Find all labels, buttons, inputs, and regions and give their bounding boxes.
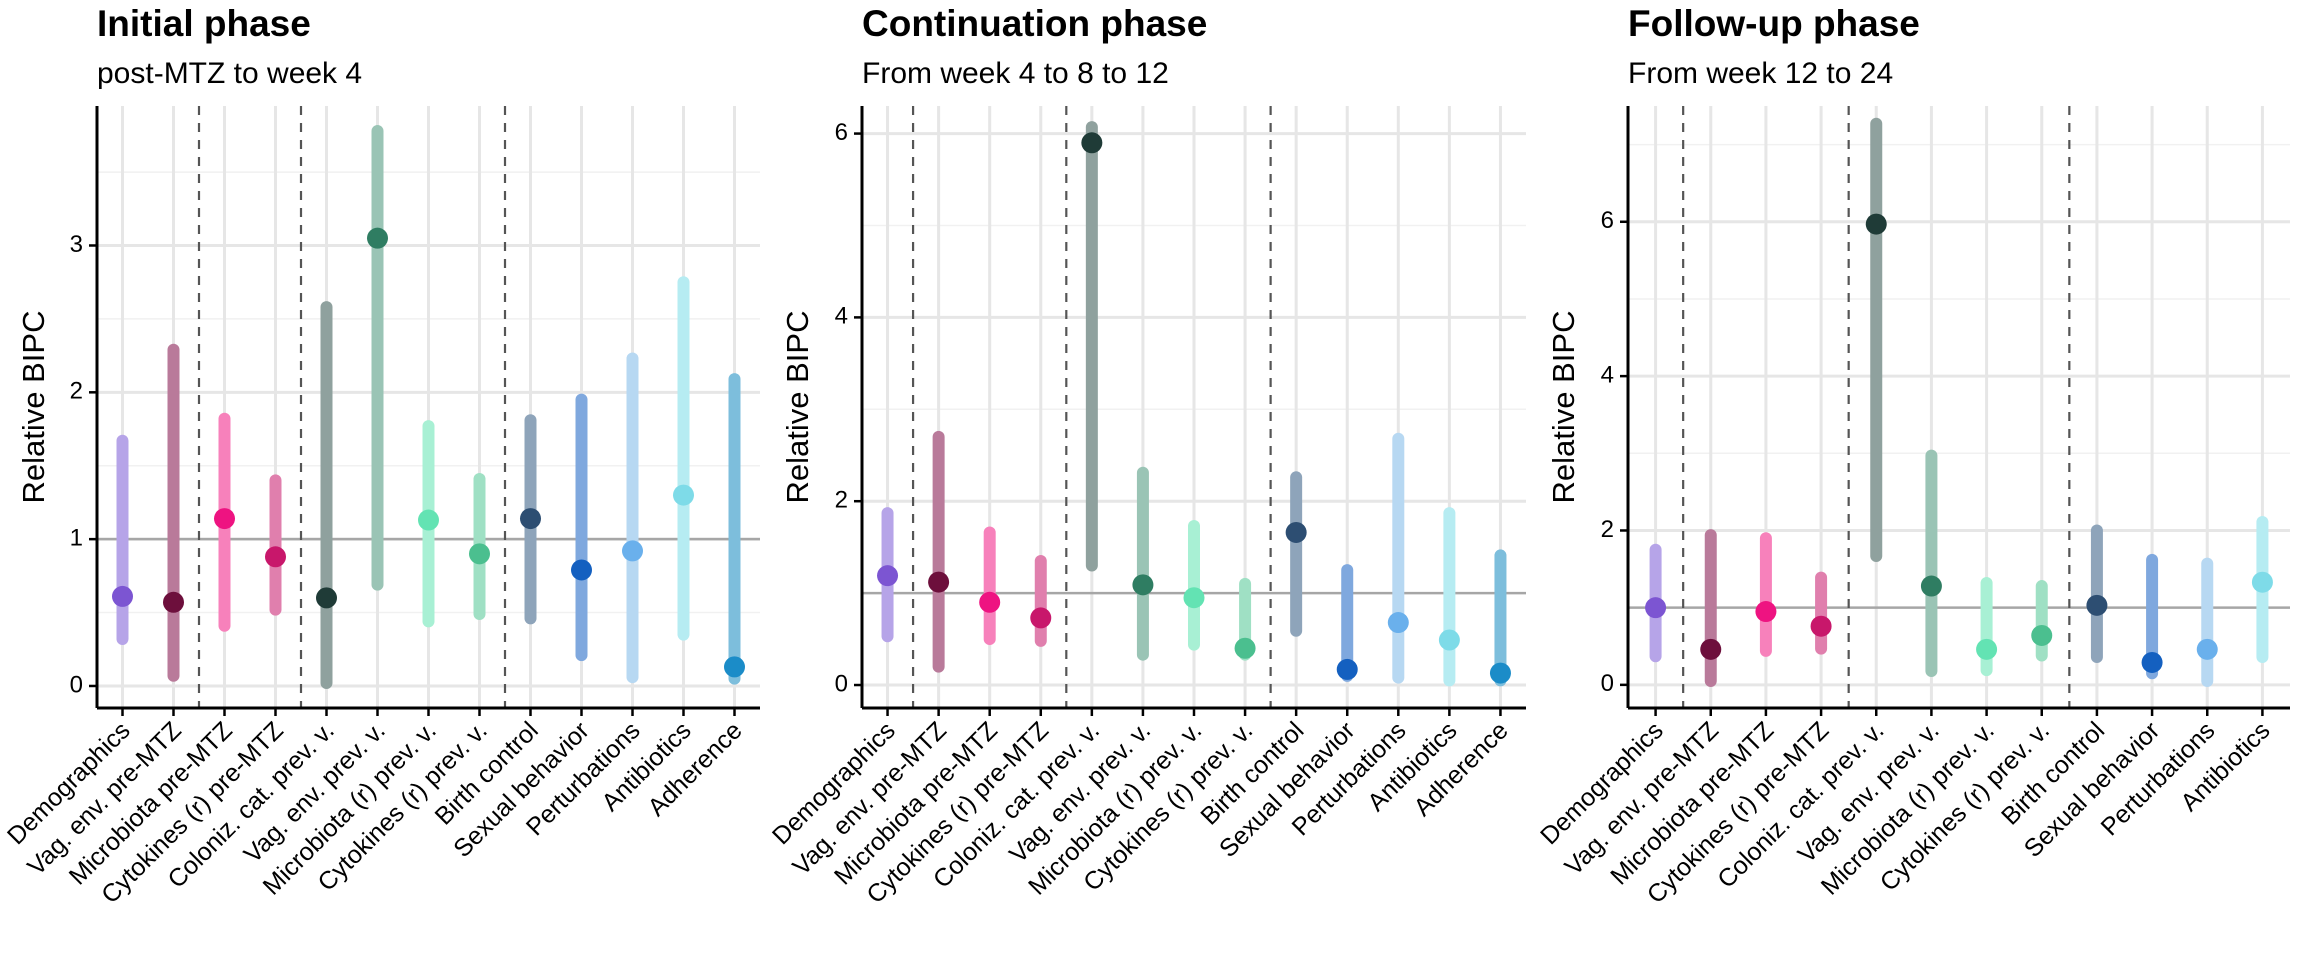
panel-title: Continuation phase <box>862 3 1207 44</box>
y-tick-label: 3 <box>70 231 83 258</box>
point-birth-control <box>520 508 541 530</box>
panel-title: Follow-up phase <box>1628 3 1920 44</box>
point-perturbations <box>2196 638 2218 660</box>
y-tick-label: 6 <box>835 119 848 146</box>
point-perturbations <box>622 540 643 562</box>
point-vag-env-pre-mtz <box>928 571 950 593</box>
point-microbiota-r-prev-v <box>418 509 439 531</box>
point-coloniz-cat-prev-v <box>1865 213 1887 235</box>
y-tick-label: 0 <box>70 671 83 698</box>
y-tick-label: 4 <box>1601 361 1614 388</box>
y-tick-label: 2 <box>70 378 83 405</box>
point-sexual-behavior <box>2141 651 2163 673</box>
point-vag-env-pre-mtz <box>163 591 184 613</box>
panel-title: Initial phase <box>97 3 311 44</box>
y-tick-label: 4 <box>835 303 848 330</box>
y-axis-label: Relative BIPC <box>780 311 815 504</box>
point-microbiota-pre-mtz <box>214 508 235 530</box>
panel-subtitle: post-MTZ to week 4 <box>97 57 362 90</box>
point-sexual-behavior <box>1336 658 1358 680</box>
point-birth-control <box>2086 594 2108 616</box>
point-coloniz-cat-prev-v <box>316 587 337 609</box>
point-cytokines-r-prev-v <box>469 543 490 565</box>
point-vag-env-prev-v <box>367 227 388 249</box>
point-antibiotics <box>1438 629 1460 651</box>
y-axis-label: Relative BIPC <box>16 311 51 504</box>
point-microbiota-pre-mtz <box>1755 601 1777 623</box>
point-adherence <box>1489 662 1511 684</box>
point-birth-control <box>1285 521 1307 543</box>
point-demographics <box>1645 597 1667 619</box>
point-perturbations <box>1387 612 1409 634</box>
point-demographics <box>877 565 899 587</box>
point-vag-env-prev-v <box>1132 574 1154 596</box>
y-axis-label: Relative BIPC <box>1546 311 1581 504</box>
point-antibiotics <box>673 484 694 506</box>
gridlines <box>1628 106 2290 708</box>
panel-1: Initial phase post-MTZ to week 4 Relative … <box>2 3 760 909</box>
panel-3: Follow-up phase From week 12 to 24 Relativ… <box>1535 3 2290 909</box>
point-vag-env-pre-mtz <box>1700 638 1722 660</box>
point-sexual-behavior <box>571 559 592 581</box>
y-tick-label: 0 <box>835 670 848 697</box>
panel-subtitle: From week 4 to 8 to 12 <box>862 57 1169 90</box>
point-microbiota-r-prev-v <box>1183 587 1205 609</box>
point-cytokines-r-pre-mtz <box>1810 615 1832 637</box>
y-tick-label: 2 <box>1601 516 1614 543</box>
point-adherence <box>724 656 745 678</box>
y-tick-label: 0 <box>1601 670 1614 697</box>
y-tick-label: 1 <box>70 524 83 551</box>
point-microbiota-r-prev-v <box>1976 638 1998 660</box>
panel-subtitle: From week 12 to 24 <box>1628 57 1893 90</box>
point-cytokines-r-pre-mtz <box>1030 607 1052 629</box>
point-microbiota-pre-mtz <box>979 591 1001 613</box>
point-vag-env-prev-v <box>1920 575 1942 597</box>
y-tick-label: 6 <box>1601 207 1614 234</box>
point-coloniz-cat-prev-v <box>1081 132 1103 154</box>
point-cytokines-r-pre-mtz <box>265 546 286 568</box>
point-cytokines-r-prev-v <box>2031 624 2053 646</box>
point-demographics <box>112 585 133 607</box>
y-tick-label: 2 <box>835 487 848 514</box>
point-cytokines-r-prev-v <box>1234 637 1256 659</box>
point-antibiotics <box>2251 571 2273 593</box>
panel-2: Continuation phase From week 4 to 8 to 12… <box>767 3 1526 909</box>
